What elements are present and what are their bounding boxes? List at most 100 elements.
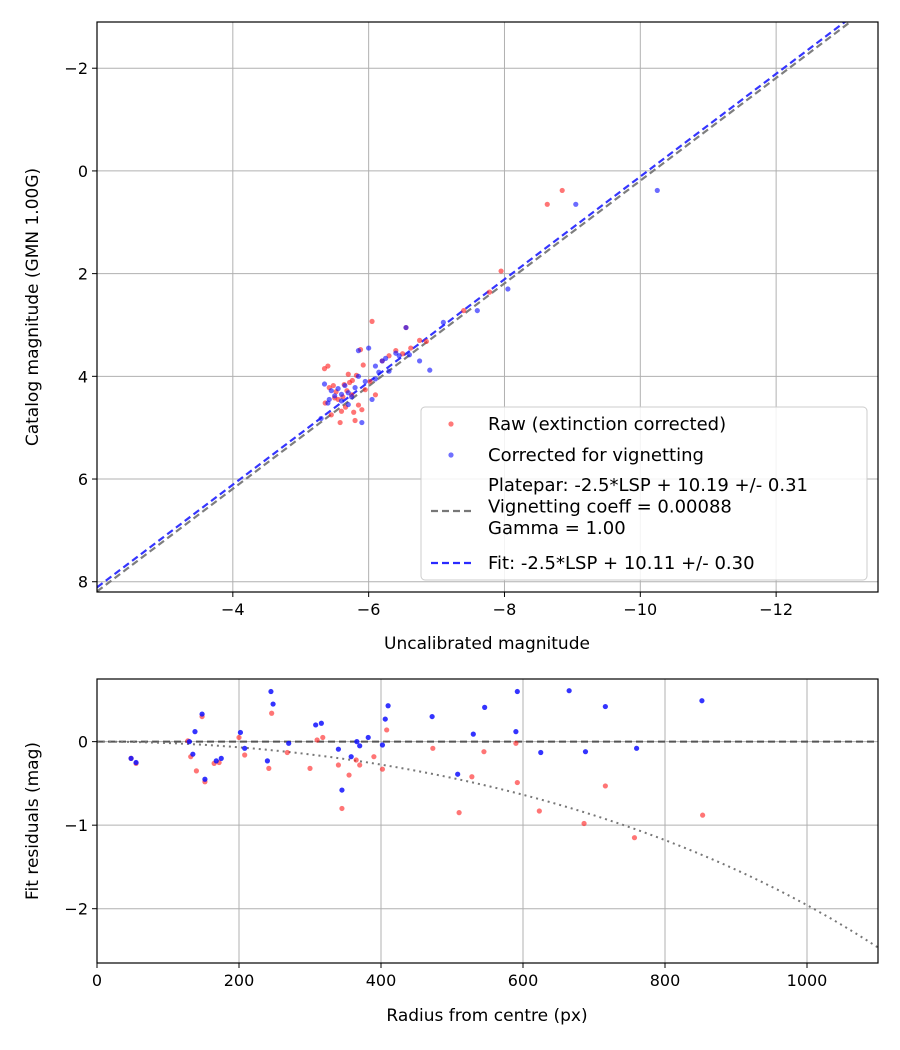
legend-label-line: Vignetting coeff = 0.00088	[488, 497, 732, 518]
x-tick-label: −8	[493, 600, 517, 619]
raw-point	[328, 412, 334, 418]
corrected-residual-point	[354, 739, 360, 745]
raw-residual-point	[700, 812, 706, 818]
corrected-residual-point	[339, 787, 345, 793]
ticks-bottom: 0 200 400 600 800 1000 −2 −1 0	[64, 733, 827, 990]
raw-residual-point	[193, 768, 199, 774]
corrected-residual-point	[582, 749, 589, 755]
corrected-point	[383, 355, 389, 361]
corrected-point	[372, 376, 379, 382]
raw-point	[544, 201, 550, 207]
corrected-point	[573, 201, 579, 207]
ticks-top: −4 −6 −8 −10 −12 −2 0 2 4 6 8	[64, 59, 793, 619]
raw-residual-point	[266, 765, 272, 771]
x-tick-label: 1000	[787, 971, 828, 990]
corrected-residual-point	[513, 729, 519, 735]
raw-point	[559, 187, 565, 194]
legend-label-platepar: Platepar: -2.5*LSP + 10.19 +/- 0.31 Vigne…	[488, 475, 808, 539]
y-tick-label: 6	[78, 470, 88, 489]
corrected-point	[372, 363, 379, 369]
corrected-residual-point	[318, 720, 324, 726]
raw-residual-point	[242, 752, 248, 758]
corrected-residual-point	[213, 758, 219, 764]
corrected-point	[369, 396, 375, 403]
corrected-point	[416, 358, 423, 364]
raw-residual-point	[269, 710, 275, 716]
corrected-residual-point	[470, 731, 476, 737]
raw-residual-point	[339, 805, 345, 812]
corrected-residual-point	[218, 755, 224, 761]
corrected-residual-point	[348, 754, 354, 760]
raw-residual-point	[284, 749, 290, 756]
x-tick-label: −4	[221, 600, 245, 619]
y-tick-label: −2	[64, 900, 88, 919]
corrected-point	[362, 378, 368, 385]
raw-point	[362, 387, 368, 393]
y-tick-label: 0	[78, 162, 88, 181]
raw-residual-point	[384, 727, 390, 733]
raw-point	[321, 366, 328, 372]
raw-residual-point	[456, 810, 462, 816]
x-tick-label: 400	[366, 971, 397, 990]
points-top	[318, 187, 660, 426]
corrected-point	[338, 398, 345, 404]
raw-point	[416, 337, 423, 343]
raw-residual-point	[430, 745, 436, 751]
x-axis-label-bottom: Radius from centre (px)	[386, 1006, 587, 1026]
corrected-point	[326, 396, 332, 403]
raw-point	[359, 407, 365, 413]
corrected-point	[440, 319, 446, 326]
raw-point	[360, 362, 366, 368]
corrected-residual-point	[270, 701, 276, 707]
corrected-point	[359, 419, 365, 426]
y-axis-label-bottom: Fit residuals (mag)	[23, 742, 43, 900]
corrected-point	[406, 352, 412, 358]
corrected-residual-point	[382, 716, 388, 722]
raw-point	[367, 378, 373, 385]
corrected-point	[338, 391, 345, 397]
corrected-residual-point	[602, 703, 608, 710]
corrected-residual-point	[133, 759, 139, 766]
corrected-point	[386, 368, 392, 374]
x-tick-label: 800	[650, 971, 681, 990]
raw-point	[330, 382, 336, 389]
plot-area-bottom	[97, 679, 878, 963]
corrected-point	[376, 369, 382, 375]
x-tick-label: −6	[357, 600, 381, 619]
raw-residual-point	[481, 749, 487, 755]
corrected-point	[355, 348, 362, 354]
corrected-point	[318, 415, 324, 422]
legend-label-line: Gamma = 1.00	[488, 518, 626, 539]
x-tick-label: −12	[759, 600, 793, 619]
legend-box	[420, 406, 868, 581]
raw-residual-point	[314, 737, 320, 743]
raw-point	[345, 371, 351, 377]
raw-point	[355, 402, 362, 408]
raw-point	[338, 408, 345, 414]
legend-label-corrected: Corrected for vignetting	[488, 445, 704, 466]
corrected-residual-point	[192, 729, 198, 735]
raw-point	[372, 392, 379, 398]
corrected-residual-point	[128, 755, 134, 761]
corrected-residual-point	[365, 734, 371, 741]
calibration-chart: −4 −6 −8 −10 −12 −2 0 2 4 6 8 Uncalibrated magnitu…	[23, 21, 879, 654]
corrected-residual-point	[455, 771, 461, 777]
reference-lines-bottom	[97, 740, 878, 949]
corrected-point	[352, 385, 358, 391]
residuals-chart: 0 200 400 600 800 1000 −2 −1 0 Radius from centr…	[23, 678, 879, 1026]
plot-frame-bottom	[96, 678, 879, 964]
y-tick-label: 8	[78, 573, 88, 592]
raw-residual-point	[371, 754, 377, 760]
corrected-residual-point	[429, 713, 435, 720]
corrected-residual-point	[286, 740, 292, 746]
raw-point	[351, 409, 357, 415]
corrected-point	[342, 382, 348, 389]
corrected-residual-point	[335, 746, 341, 752]
corrected-residual-point	[379, 742, 386, 748]
corrected-point	[654, 187, 660, 194]
raw-point	[408, 345, 414, 351]
legend-label-line: Platepar: -2.5*LSP + 10.19 +/- 0.31	[488, 475, 808, 496]
y-tick-label: 2	[78, 265, 88, 284]
x-axis-label-top: Uncalibrated magnitude	[384, 634, 590, 654]
